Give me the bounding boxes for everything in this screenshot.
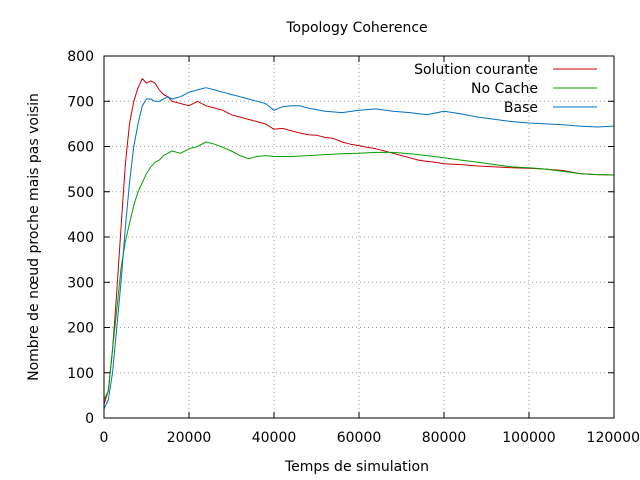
x-tick-label: 80000 xyxy=(422,430,467,446)
series-layer xyxy=(103,78,615,410)
legend-label-no-cache: No Cache xyxy=(471,81,538,97)
y-tick-label: 300 xyxy=(67,275,94,291)
x-tick-label: 100000 xyxy=(502,430,555,446)
series-line-solution-courante xyxy=(103,78,615,405)
tick-layer: 0 100 200 300 400 500 600 700 800 0 20000 40000 6000… xyxy=(67,49,640,446)
legend-label-base: Base xyxy=(504,100,538,116)
x-tick-label: 60000 xyxy=(337,430,382,446)
label-layer: Topology Coherence Temps de simulation N… xyxy=(26,20,429,475)
legend-label-solution-courante: Solution courante xyxy=(414,62,538,78)
grid-layer xyxy=(104,56,614,418)
y-tick-label: 500 xyxy=(67,185,94,201)
y-tick-label: 100 xyxy=(67,366,94,382)
x-tick-label: 20000 xyxy=(167,430,212,446)
y-tick-label: 700 xyxy=(67,94,94,110)
series-line-base xyxy=(103,87,615,410)
x-tick-label: 40000 xyxy=(252,430,297,446)
y-tick-label: 600 xyxy=(67,140,94,156)
x-axis-label: Temps de simulation xyxy=(284,459,429,475)
x-tick-label: 0 xyxy=(100,430,109,446)
y-tick-label: 800 xyxy=(67,49,94,65)
x-tick-label: 120000 xyxy=(587,430,640,446)
y-tick-label: 0 xyxy=(85,411,94,427)
chart-title: Topology Coherence xyxy=(285,20,427,36)
y-tick-label: 400 xyxy=(67,230,94,246)
y-axis-label: Nombre de nœud proche mais pas voisin xyxy=(26,93,42,381)
y-tick-label: 200 xyxy=(67,321,94,337)
series-line-no-cache xyxy=(103,141,615,401)
legend: Solution courante No Cache Base xyxy=(414,62,597,116)
